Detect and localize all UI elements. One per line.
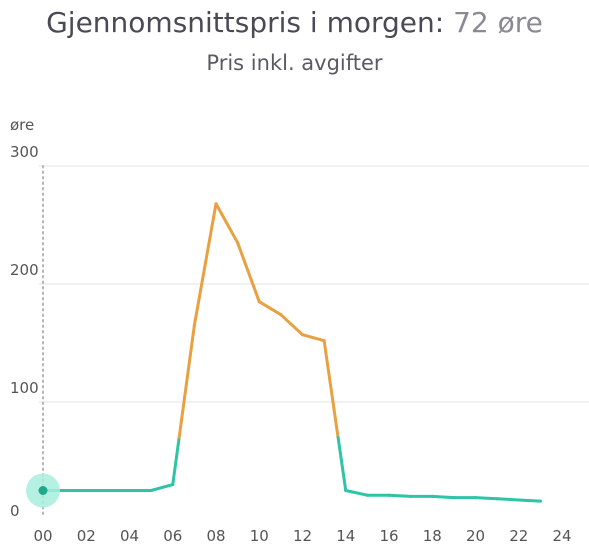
x-tick-label: 24 [552, 527, 571, 545]
x-tick-label: 04 [120, 527, 139, 545]
price-line-segment [430, 494, 456, 500]
y-tick-label: 300 [10, 143, 39, 161]
x-tick-label: 16 [379, 527, 398, 545]
price-point-hour-9 [236, 241, 240, 245]
price-point-hour-5 [149, 489, 153, 492]
y-axis-unit-label: øre [10, 116, 34, 134]
price-point-hour-1 [63, 489, 67, 492]
y-tick-label: 100 [10, 379, 39, 397]
price-line-segment [177, 323, 196, 439]
price-point-hour-21 [495, 497, 499, 501]
price-point-hour-3 [106, 489, 110, 492]
x-tick-label: 12 [293, 527, 312, 545]
price-line-segment [517, 498, 542, 503]
price-point-hour-14 [344, 489, 348, 492]
price-line-segment [257, 300, 283, 317]
x-tick-label: 10 [250, 527, 269, 545]
price-point-hour-4 [128, 489, 131, 492]
price-point-hour-11 [279, 313, 283, 317]
price-line-segment [279, 313, 304, 337]
x-tick-label: 22 [509, 527, 528, 545]
x-tick-label: 14 [336, 527, 355, 545]
chart-subtitle: Pris inkl. avgifter [206, 51, 383, 75]
price-line-segment [214, 202, 240, 245]
price-point-hour-17 [409, 494, 413, 498]
title-average-price: 72 øre [453, 6, 543, 39]
x-tick-label: 18 [423, 527, 442, 545]
price-point-hour-6 [171, 483, 175, 487]
grid-layer [39, 165, 589, 403]
price-line-segment [149, 483, 175, 492]
price-series [41, 202, 542, 503]
y-tick-label: 200 [10, 261, 39, 279]
price-point-hour-2 [84, 489, 88, 492]
price-point-hour-7 [192, 323, 196, 327]
price-point-hour-20 [474, 496, 477, 500]
current-hour-marker[interactable] [26, 473, 60, 508]
price-line-segment [301, 333, 326, 343]
price-point-hour-12 [301, 333, 304, 337]
chart-title: Gjennomsnittspris i morgen: 72 øre [0, 4, 589, 42]
price-chart: øre 300 200 100 0 00 02 04 06 08 10 12 14 16 18 20 22 2… [0, 100, 589, 556]
price-point-hour-10 [257, 300, 261, 304]
price-line-segment [336, 435, 348, 492]
price-point-hour-18 [430, 494, 434, 498]
price-point-hour-16 [387, 493, 391, 497]
x-tick-label: 08 [206, 527, 225, 545]
price-line-segment [474, 496, 499, 501]
price-line-segment [171, 435, 181, 487]
price-line-segment [495, 497, 521, 502]
x-axis: 00 02 04 06 08 10 12 14 16 18 20 22 24 [33, 527, 571, 545]
x-tick-label: 20 [466, 527, 485, 545]
price-point-hour-19 [452, 496, 456, 500]
y-tick-label: 0 [10, 502, 20, 520]
price-point-hour-23 [538, 499, 542, 503]
x-tick-label: 02 [77, 527, 96, 545]
price-line-segment [344, 489, 369, 497]
title-prefix: Gjennomsnittspris i morgen: [46, 6, 445, 39]
price-point-hour-15 [365, 493, 369, 497]
y-axis: øre 300 200 100 0 [10, 116, 39, 520]
price-point-hour-13 [322, 339, 326, 343]
x-tick-label: 00 [33, 527, 52, 545]
price-line-segment [322, 339, 340, 439]
price-line-segment [387, 493, 413, 498]
price-chart-svg: øre 300 200 100 0 00 02 04 06 08 10 12 14 16 18 20 22 2… [10, 116, 589, 545]
price-line-segment [236, 241, 261, 304]
price-point-hour-8 [214, 202, 218, 206]
current-hour-marker-dot[interactable] [38, 486, 48, 495]
price-line-segment [192, 202, 218, 327]
x-tick-label: 06 [163, 527, 182, 545]
price-point-hour-22 [517, 498, 521, 502]
